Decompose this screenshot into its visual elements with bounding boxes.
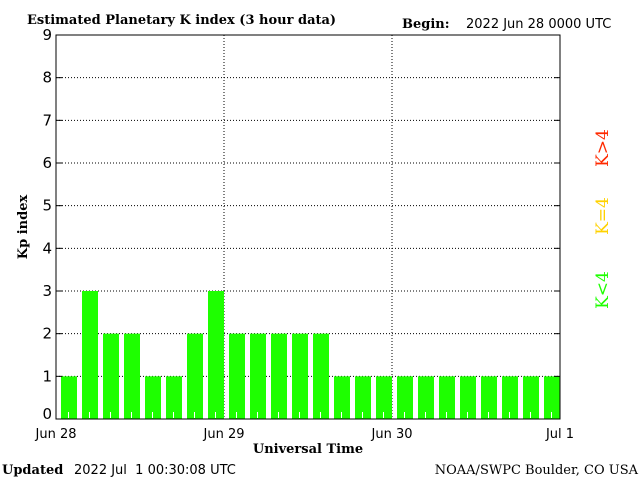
begin-value: 2022 Jun 28 0000 UTC: [466, 17, 611, 32]
kp-bar: [292, 333, 308, 419]
chart-title: Estimated Planetary K index (3 hour data…: [27, 13, 336, 28]
kp-bar: [187, 333, 203, 419]
y-axis-label: Kp index: [16, 195, 31, 260]
y-ticks: 0 1 2 3 4 5 6 7 8 9: [42, 26, 560, 423]
kp-bar: [166, 376, 182, 419]
kp-bar: [397, 376, 413, 419]
kp-bar: [418, 376, 434, 419]
kp-bar: [250, 333, 266, 419]
begin-label: Begin:: [402, 17, 450, 32]
kp-bar: [376, 376, 392, 419]
updated-label: Updated: [2, 463, 63, 478]
kp-bar: [271, 333, 287, 419]
x-tick-label: Jun 28: [35, 427, 77, 442]
y-tick-label: 7: [42, 111, 52, 129]
kp-bar: [229, 333, 245, 419]
x-axis-label: Universal Time: [253, 442, 363, 457]
x-tick-label: Jul 1: [545, 427, 574, 442]
plot-frame: [55, 34, 561, 420]
y-tick-label: 8: [42, 69, 52, 87]
kp-bar: [481, 376, 497, 419]
source-credit: NOAA/SWPC Boulder, CO USA: [435, 463, 639, 478]
legend-k-below-4: K<4: [593, 271, 613, 309]
kp-bar: [502, 376, 518, 419]
updated-value: 2022 Jul 1 00:30:08 UTC: [74, 463, 236, 478]
legend-k-equal-4: K=4: [593, 197, 613, 235]
y-tick-label: 1: [42, 367, 52, 385]
y-tick-label: 5: [42, 197, 52, 215]
x-tick-label: Jun 30: [371, 427, 413, 442]
kp-bar: [145, 376, 161, 419]
kp-bar: [544, 376, 560, 419]
kp-bar: [334, 376, 350, 419]
x-ticks: Jun 28 Jun 29 Jun 30 Jul 1: [35, 427, 575, 442]
kp-bar: [523, 376, 539, 419]
kp-bar: [61, 376, 77, 419]
legend: K<4 K=4 K>4: [593, 129, 613, 309]
kp-bar: [313, 333, 329, 419]
y-tick-label: 6: [42, 154, 52, 172]
y-tick-label: 9: [42, 26, 52, 44]
legend-k-above-4: K>4: [593, 129, 613, 167]
kp-bar: [208, 291, 224, 419]
kp-bar: [82, 291, 98, 419]
kp-bar: [460, 376, 476, 419]
kp-bar: [124, 333, 140, 419]
y-tick-label: 0: [42, 405, 52, 423]
y-tick-label: 2: [42, 325, 52, 343]
x-tick-label: Jun 29: [203, 427, 245, 442]
kp-bar: [355, 376, 371, 419]
kp-bar: [439, 376, 455, 419]
kp-bar: [103, 333, 119, 419]
y-tick-label: 3: [42, 282, 52, 300]
bars: [61, 291, 560, 419]
y-tick-label: 4: [42, 239, 52, 257]
